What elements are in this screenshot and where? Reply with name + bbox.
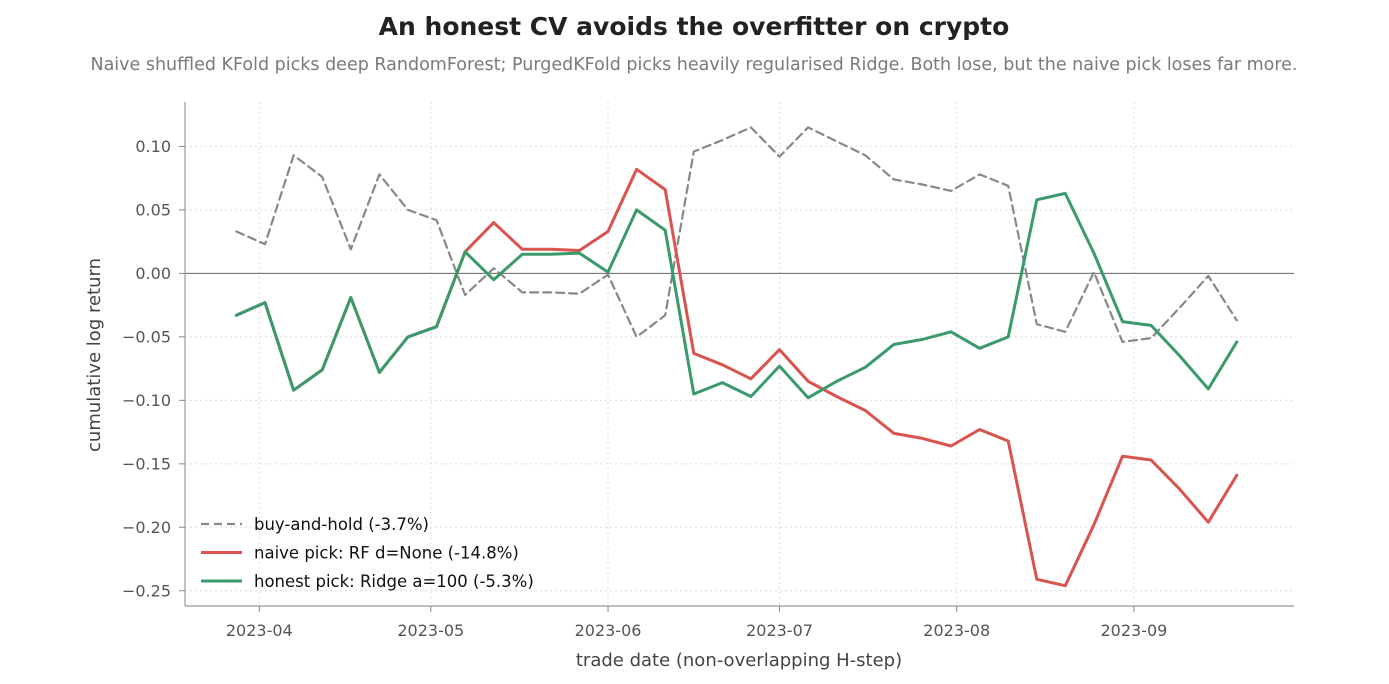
legend-label-1: naive pick: RF d=None (-14.8%) — [254, 544, 519, 563]
x-axis-label: trade date (non-overlapping H-step) — [576, 650, 902, 671]
x-tick-label: 2023-08 — [923, 621, 990, 640]
x-axis-ticks: 2023-04 2023-05 2023-06 2023-07 2023-08 2023-… — [226, 606, 1167, 640]
x-tick-label: 2023-09 — [1101, 621, 1168, 640]
y-tick-label: −0.10 — [122, 391, 171, 410]
chart-subtitle: Naive shuffled KFold picks deep RandomFo… — [90, 55, 1297, 75]
x-tick-label: 2023-04 — [226, 621, 293, 640]
axes — [184, 102, 1294, 607]
y-tick-label: −0.15 — [122, 454, 171, 473]
series-line-2 — [234, 191, 1239, 400]
series-line-0 — [235, 126, 1238, 343]
x-tick-label: 2023-05 — [397, 621, 464, 640]
x-tick-label: 2023-07 — [746, 621, 813, 640]
legend-label-2: honest pick: Ridge a=100 (-5.3%) — [254, 572, 534, 591]
y-tick-label: −0.25 — [122, 581, 171, 600]
y-axis-ticks: 0.10 0.05 0.00 −0.05 −0.10 −0.15 −0.20 −0.25 — [122, 137, 185, 600]
y-axis-label: cumulative log return — [84, 258, 105, 452]
x-tick-label: 2023-06 — [575, 621, 642, 640]
y-tick-label: 0.10 — [135, 137, 171, 156]
y-tick-label: −0.20 — [122, 518, 171, 537]
legend-label-0: buy-and-hold (-3.7%) — [254, 515, 429, 534]
y-tick-label: 0.05 — [135, 200, 171, 219]
chart-title: An honest CV avoids the overfitter on cr… — [379, 12, 1010, 41]
y-tick-label: 0.00 — [135, 264, 171, 283]
y-tick-label: −0.05 — [122, 327, 171, 346]
series-lines — [234, 126, 1239, 588]
legend: buy-and-hold (-3.7%) naive pick: RF d=Non… — [201, 515, 534, 591]
grid — [185, 102, 1294, 606]
